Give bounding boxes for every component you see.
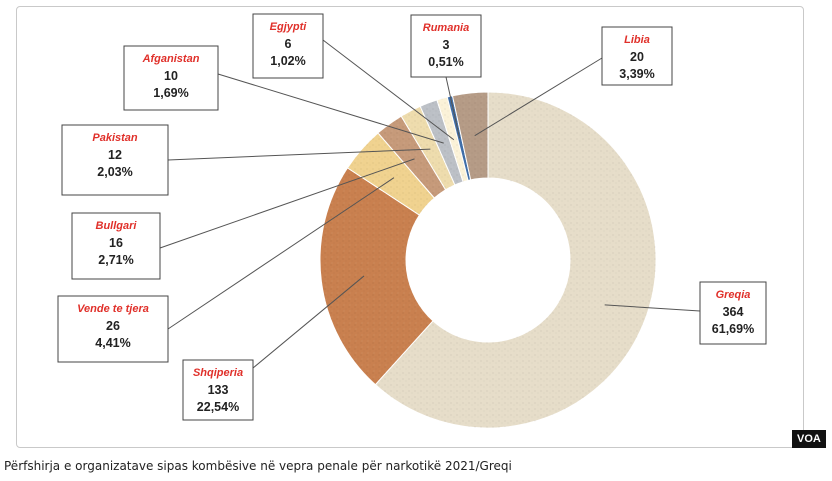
slice-texture-egjypti — [436, 97, 469, 182]
label-count-egjypti: 6 — [285, 37, 292, 51]
label-name-afganistan: Afganistan — [142, 53, 200, 65]
slice-texture-bullgari — [378, 116, 446, 199]
label-name-bullgari: Bullgari — [96, 220, 138, 232]
slices-group — [319, 91, 657, 429]
leader-afganistan — [217, 73, 444, 144]
leader-shqiperia — [252, 275, 365, 369]
slice-texture-vende-te-tjera — [347, 132, 435, 216]
label-percent-greqia: 61,69% — [712, 322, 754, 336]
label-box-rumania — [410, 14, 482, 78]
label-box-afganistan — [123, 45, 219, 111]
label-count-rumania: 3 — [443, 38, 450, 52]
leader-rumania — [445, 76, 461, 139]
leader-egjypti — [322, 39, 455, 141]
label-count-shqiperia: 133 — [208, 383, 229, 397]
label-percent-rumania: 0,51% — [428, 55, 463, 69]
label-percent-afganistan: 1,69% — [153, 86, 188, 100]
label-box-libia — [601, 26, 673, 86]
label-name-egjypti: Egjypti — [270, 21, 308, 33]
slice-texture-libia — [452, 92, 488, 180]
label-count-greqia: 364 — [723, 305, 744, 319]
label-box-shqiperia — [182, 359, 254, 421]
slice-texture-greqia — [375, 92, 656, 428]
label-percent-pakistan: 2,03% — [97, 165, 132, 179]
label-name-greqia: Greqia — [716, 289, 751, 301]
label-count-afganistan: 10 — [164, 69, 178, 83]
label-count-vende-te-tjera: 26 — [106, 319, 120, 333]
label-name-rumania: Rumania — [423, 22, 469, 34]
label-count-pakistan: 12 — [108, 148, 122, 162]
label-name-vende-te-tjera: Vende te tjera — [77, 303, 149, 315]
leader-vende-te-tjera — [167, 177, 395, 330]
leader-libia — [474, 57, 603, 137]
label-name-pakistan: Pakistan — [92, 132, 138, 144]
label-box-egjypti — [252, 13, 324, 79]
label-count-libia: 20 — [630, 50, 644, 64]
slice-texture-pakistan — [401, 106, 455, 190]
label-percent-libia: 3,39% — [619, 67, 654, 81]
leader-bullgari — [159, 158, 415, 249]
label-percent-shqiperia: 22,54% — [197, 400, 239, 414]
label-box-bullgari — [71, 212, 161, 280]
voa-watermark: VOA — [792, 430, 826, 448]
label-percent-bullgari: 2,71% — [98, 253, 133, 267]
label-name-libia: Libia — [624, 34, 650, 46]
label-name-shqiperia: Shqiperia — [193, 367, 243, 379]
label-box-pakistan — [61, 124, 169, 196]
label-box-vende-te-tjera — [57, 295, 169, 363]
leaders-group — [159, 39, 701, 369]
chart-caption: Përfshirja e organizatave sipas kombësiv… — [4, 459, 512, 473]
label-percent-vende-te-tjera: 4,41% — [95, 336, 130, 350]
slice-texture-rumania — [447, 95, 471, 181]
label-box-greqia — [699, 281, 767, 345]
slice-texture-shqiperia — [320, 167, 434, 385]
leader-greqia — [604, 304, 701, 312]
label-count-bullgari: 16 — [109, 236, 123, 250]
leader-pakistan — [167, 148, 431, 161]
label-percent-egjypti: 1,02% — [270, 54, 305, 68]
